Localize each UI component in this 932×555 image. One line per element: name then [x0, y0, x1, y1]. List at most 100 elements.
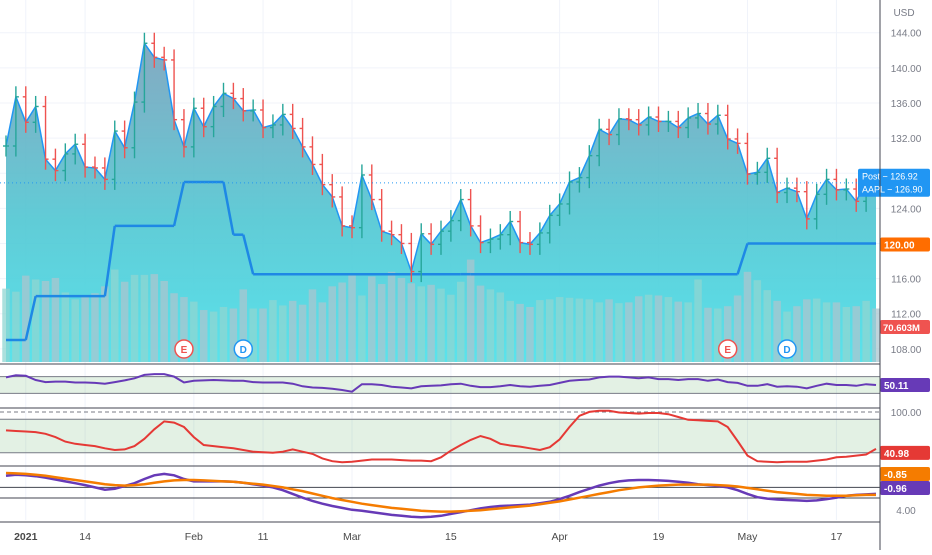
ohlc-bar	[685, 107, 692, 139]
volume-bar	[447, 294, 455, 362]
ohlc-bar	[487, 228, 494, 254]
ohlc-bar	[813, 183, 820, 230]
oscillator-3-pane[interactable]: -0.85 -0.96	[0, 465, 930, 519]
time-axis-label-4: Mar	[343, 531, 362, 543]
volume-bar	[832, 302, 841, 362]
ohlc-bar	[447, 210, 454, 242]
ohlc-bar	[556, 193, 563, 226]
price-axis[interactable]: USD 108.00112.00116.00120.00124.00128.00…	[858, 8, 930, 517]
ohlc-bar	[774, 147, 781, 204]
volume-bar	[822, 302, 831, 362]
ohlc-bar	[121, 120, 128, 159]
event-marker-2	[717, 339, 738, 359]
oscillator-2-pane[interactable]: 40.98	[0, 407, 930, 464]
ohlc-bar	[32, 95, 39, 133]
volume-bar	[644, 294, 653, 362]
ohlc-bar	[171, 49, 178, 131]
oscillator-3-signal-value-box	[880, 467, 930, 481]
ohlc-bar	[526, 232, 533, 255]
volume-bar	[51, 277, 60, 362]
volume-bar	[852, 306, 860, 362]
ohlc-bar	[12, 86, 19, 157]
volume-bar	[239, 289, 248, 362]
volume-bar	[516, 303, 524, 362]
time-axis-label-7: 19	[653, 531, 665, 543]
price-tick-label: 108.00	[891, 345, 922, 356]
volume-bar	[209, 311, 218, 362]
volume-bar	[229, 308, 238, 362]
volume-bar	[288, 300, 297, 362]
ohlc-bar	[151, 32, 158, 68]
ohlc-bar	[3, 135, 9, 157]
stop-step-7	[736, 243, 749, 275]
ohlc-bar	[260, 99, 267, 139]
volume-bar	[130, 274, 139, 362]
time-axis-label-5: 15	[445, 531, 457, 543]
volume-bar	[180, 297, 188, 362]
ohlc-bar	[615, 108, 622, 146]
volume-bar	[91, 293, 99, 362]
ohlc-bar	[339, 186, 346, 237]
volume-bar	[684, 302, 692, 362]
ohlc-bar	[724, 104, 731, 150]
volume-bar	[793, 306, 801, 362]
volume-bar	[140, 274, 149, 362]
oscillator-1-pane[interactable]: 50.11	[0, 363, 930, 394]
ohlc-bar	[279, 103, 286, 136]
ohlc-bar	[793, 177, 800, 203]
post-aapl-box	[858, 168, 930, 197]
ohlc-bar	[596, 118, 603, 167]
event-marker-label: D	[783, 345, 790, 356]
time-axis-label-8: May	[738, 531, 759, 543]
time-axis-label-1: 14	[79, 531, 91, 543]
ohlc-bar	[438, 220, 444, 255]
volume-bar	[110, 269, 119, 362]
ohlc-bar	[299, 117, 306, 158]
event-marker-1	[233, 339, 254, 359]
ohlc-bar	[803, 181, 810, 230]
last-price-label: AAPL − 126.90	[862, 185, 922, 195]
ohlc-bar	[517, 210, 524, 254]
ohlc-bar	[576, 167, 583, 193]
stop-step-2	[103, 225, 116, 297]
ohlc-bar	[734, 128, 741, 154]
volume-bar	[120, 281, 129, 362]
volume-bar	[753, 280, 762, 362]
ohlc-bar	[289, 103, 296, 139]
ohlc-bar	[606, 118, 613, 146]
volume-bar	[190, 301, 198, 362]
event-marker-label: E	[181, 345, 188, 356]
oscillator-3-line-0	[5, 472, 877, 519]
event-marker-label: D	[240, 345, 247, 356]
ohlc-bar	[111, 120, 118, 190]
volume-bar	[427, 284, 435, 362]
price-tick-label: 124.00	[891, 204, 922, 215]
event-marker-label: E	[724, 345, 731, 356]
volume-bar	[486, 289, 495, 362]
ohlc-bar	[378, 189, 385, 242]
event-marker-0	[174, 339, 194, 359]
volume-bar	[585, 299, 594, 362]
time-axis[interactable]: 2021 14 Feb 11 Mar 15 Apr 19 May 17	[0, 0, 881, 550]
ohlc-bar	[704, 102, 711, 135]
volume-bar	[496, 292, 505, 362]
ohlc-bar	[250, 99, 257, 122]
volume-bar	[605, 299, 613, 362]
volume-bar	[634, 296, 643, 362]
ohlc-bar	[536, 222, 543, 255]
volume-bar	[615, 303, 623, 362]
volume-bar	[2, 288, 10, 362]
ohlc-bar	[714, 104, 721, 135]
volume-bar	[338, 282, 346, 362]
stop-step-3	[172, 181, 186, 227]
volume-bar	[259, 308, 267, 362]
volume-bar	[862, 300, 870, 362]
volume-bar	[150, 274, 159, 362]
currency-label: USD	[893, 8, 914, 19]
volume-bar	[654, 295, 663, 362]
volume-bar	[12, 291, 20, 362]
oscillator-1-value: 50.11	[884, 381, 909, 392]
